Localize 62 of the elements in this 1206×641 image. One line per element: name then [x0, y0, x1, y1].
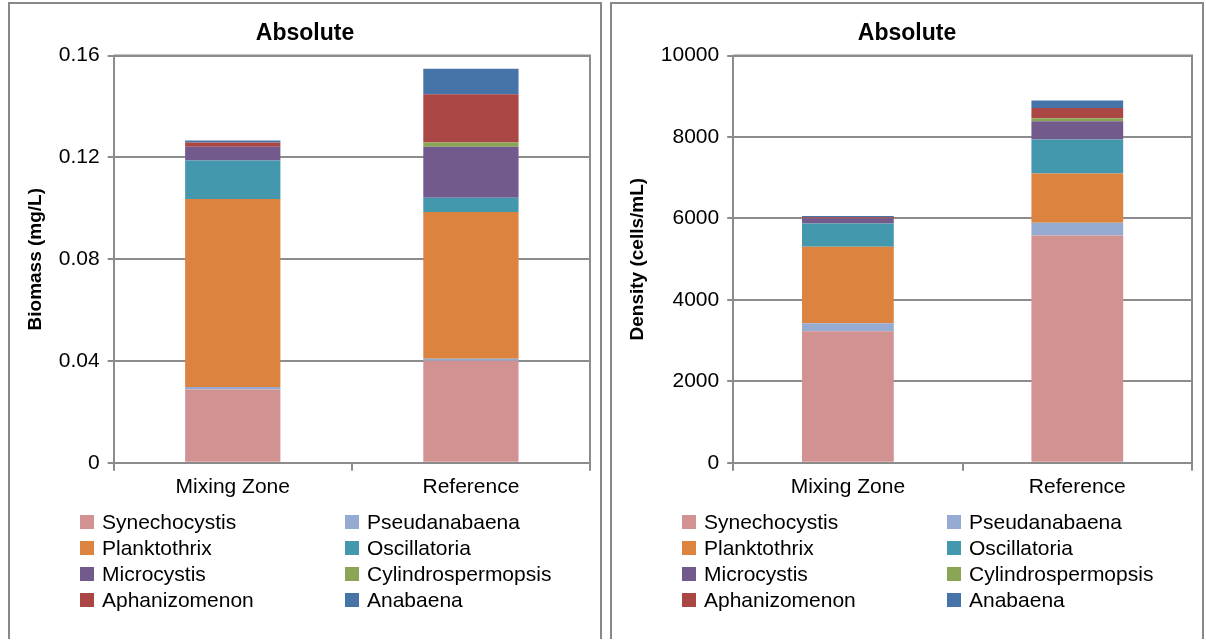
y-tick-label: 2000 — [672, 368, 720, 392]
bar — [423, 360, 519, 462]
bar — [423, 358, 519, 361]
bar — [1031, 222, 1124, 236]
bar — [423, 94, 519, 143]
bar — [1031, 118, 1124, 122]
bar — [802, 246, 894, 324]
legend-label: Planktothrix — [704, 536, 814, 560]
legend-label: Anabaena — [969, 588, 1065, 612]
bar — [1031, 139, 1124, 174]
legend-label: Anabaena — [367, 588, 463, 612]
legend-label: Microcystis — [102, 562, 206, 586]
y-axis-title: Biomass (mg/L) — [23, 187, 45, 331]
legend-label: Aphanizomenon — [704, 588, 856, 612]
bar — [802, 331, 894, 462]
bar — [1031, 100, 1124, 108]
y-tick-label: 6000 — [672, 205, 720, 229]
bar — [1031, 173, 1124, 223]
y-tick-label: 0.08 — [58, 246, 100, 269]
y-tick-label: 0.12 — [58, 144, 100, 168]
y-tick-label: 4000 — [672, 286, 720, 310]
legend-label: Synechocystis — [102, 510, 237, 534]
bar — [185, 389, 281, 462]
bar — [423, 142, 519, 147]
legend-label: Pseudanabaena — [367, 510, 520, 534]
y-tick-label: 0.04 — [58, 347, 100, 371]
bar — [185, 142, 281, 147]
bar — [1031, 235, 1124, 462]
bar — [1031, 121, 1124, 140]
bar — [802, 323, 894, 332]
bar — [185, 146, 281, 161]
bar — [423, 212, 519, 359]
x-tick-label: Mixing Zone — [790, 474, 906, 498]
x-tick-label: Mixing Zone — [175, 474, 290, 498]
legend-label: Pseudanabaena — [969, 510, 1122, 534]
legend-label: Aphanizomenon — [102, 588, 254, 612]
legend-label: Synechocystis — [704, 510, 839, 534]
y-tick-label: 8000 — [672, 123, 720, 147]
legend-label: Oscillatoria — [367, 536, 471, 560]
bar — [423, 197, 519, 213]
chart-title: Absolute — [857, 19, 957, 46]
y-tick-label: 0.16 — [58, 42, 100, 66]
bar — [1031, 107, 1124, 119]
bar — [185, 386, 281, 390]
legend-label: Microcystis — [704, 562, 808, 586]
chart-title: Absolute — [255, 19, 355, 46]
legend-label: Oscillatoria — [969, 536, 1073, 560]
bar — [423, 146, 519, 198]
bar — [802, 218, 894, 224]
y-axis-title: Density (cells/mL) — [625, 177, 647, 341]
x-tick-label: Reference — [422, 474, 520, 498]
y-tick-label: 0 — [707, 449, 720, 473]
y-tick-label: 0 — [87, 449, 100, 473]
bar — [185, 160, 281, 199]
y-tick-label: 10000 — [660, 42, 720, 66]
bar — [423, 68, 519, 95]
bar — [802, 223, 894, 247]
x-tick-label: Reference — [1028, 474, 1126, 498]
bar — [185, 198, 281, 387]
legend-label: Planktothrix — [102, 536, 212, 560]
legend-label: Cylindrospermopsis — [969, 562, 1154, 586]
legend-label: Cylindrospermopsis — [367, 562, 552, 586]
